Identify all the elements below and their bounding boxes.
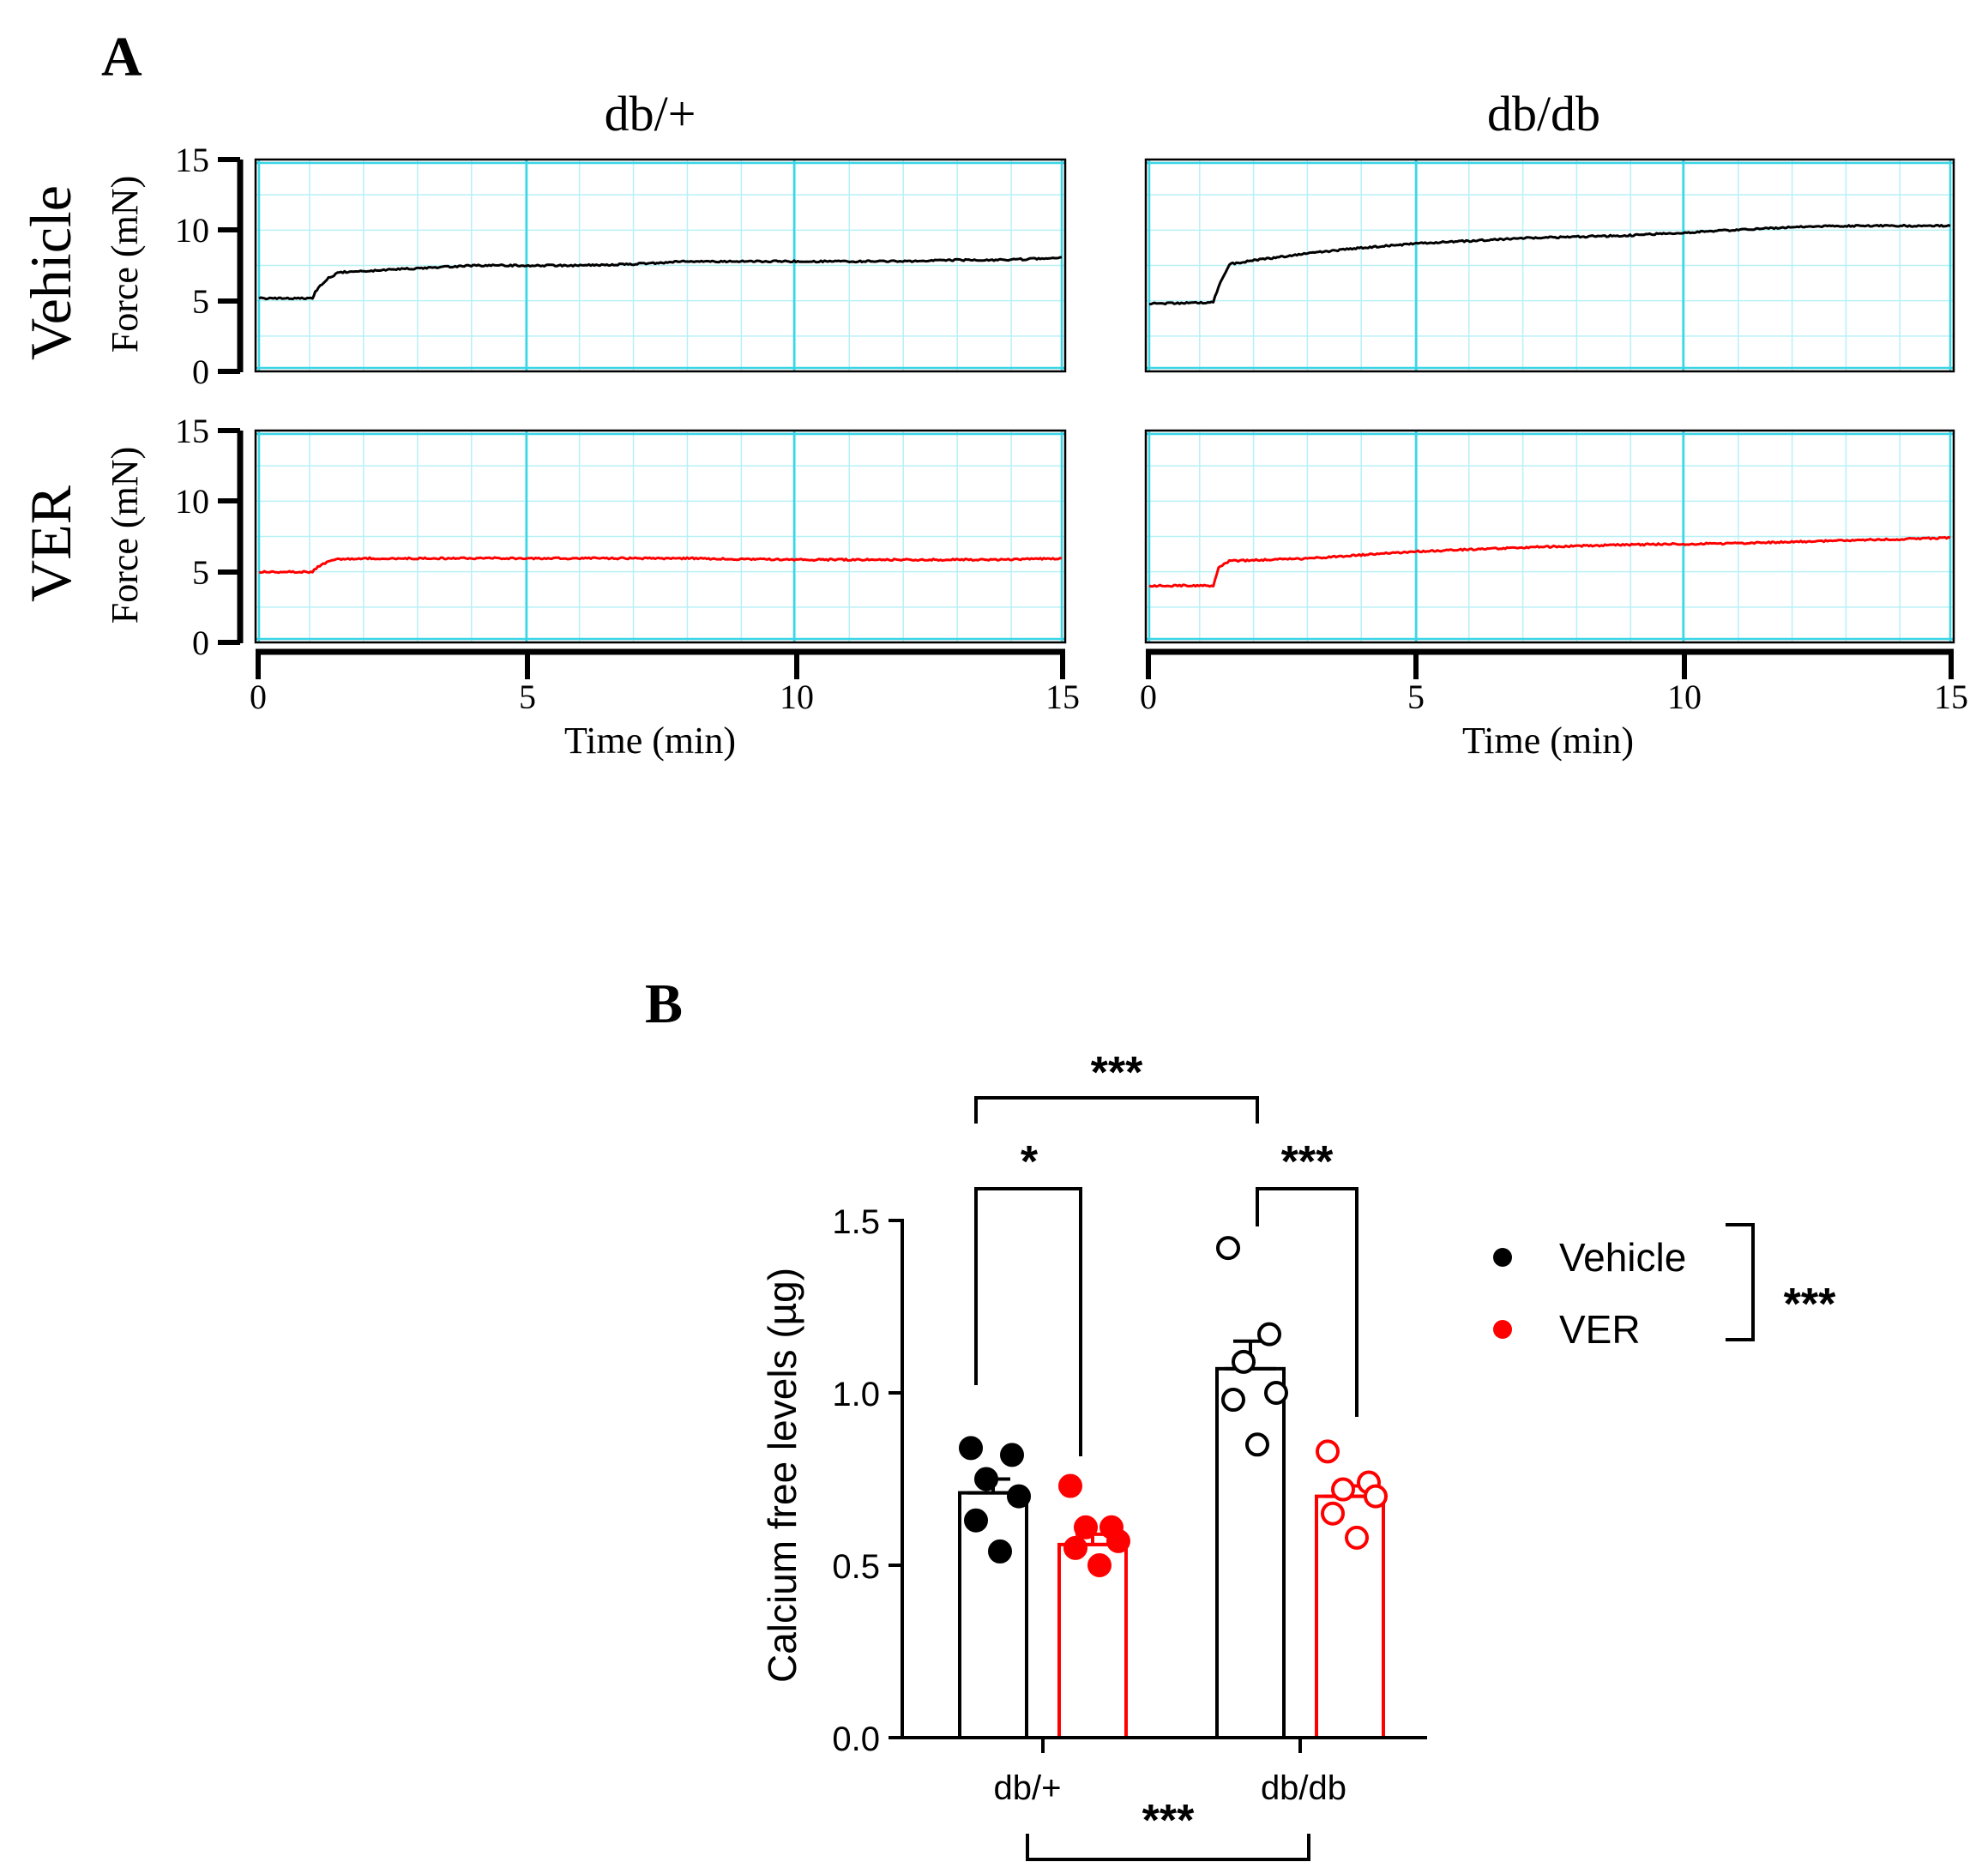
data-point: [988, 1539, 1012, 1564]
y-tick-0: 0: [192, 624, 209, 662]
y-tick-0.0: 0.0: [832, 1720, 880, 1758]
data-point: [1216, 1236, 1240, 1261]
sig-label: ***: [1281, 1137, 1334, 1187]
x-axis-label-right: Time (min): [1462, 720, 1634, 762]
data-point: [1063, 1535, 1087, 1560]
legend-label-vehicle: Vehicle: [1559, 1235, 1686, 1280]
x-tick-dbdb: db/db: [1261, 1769, 1346, 1807]
bar-group-vehicle: [1215, 1236, 1288, 1739]
x-tick-10: 10: [780, 678, 814, 716]
panel-frame: [254, 429, 1067, 644]
data-point: [1364, 1484, 1388, 1509]
y-tick-15: 15: [175, 412, 209, 450]
column-title-dbplus: db/+: [605, 86, 696, 142]
y-tick-0: 0: [192, 353, 209, 391]
y-tick-1.0: 1.0: [832, 1376, 880, 1413]
sig-label: *: [1021, 1137, 1039, 1187]
data-point: [1264, 1381, 1288, 1405]
x-tick-dbplus: db/+: [994, 1769, 1062, 1807]
legend: Vehicle VER ***: [1493, 1223, 1836, 1352]
data-point: [1316, 1439, 1340, 1464]
sig-bracket-bottom: ***: [1026, 1796, 1310, 1861]
legend-marker-ver: [1493, 1320, 1512, 1339]
data-point: [1232, 1349, 1256, 1374]
data-point: [1321, 1501, 1345, 1526]
row-label-vehicle: Vehicle: [18, 185, 83, 360]
trace-panel: [1144, 429, 1955, 644]
trace-panel: [254, 158, 1067, 373]
panel-frame: [1144, 158, 1955, 373]
data-point: [1106, 1528, 1130, 1553]
bar-group-ver: [1057, 1473, 1130, 1739]
y-axis-label-calcium: Calcium free levels (µg): [760, 1268, 804, 1683]
data-point: [1257, 1322, 1281, 1347]
x-axis-b: db/+ db/db: [901, 1736, 1427, 1807]
y-tick-10: 10: [175, 482, 209, 521]
bar-chart-b: [958, 1236, 1388, 1739]
force-trace-vehicle: [1148, 223, 1951, 306]
panel-frame: [254, 158, 1067, 373]
sig-bracket-dbplus: *: [974, 1137, 1082, 1456]
bar-vehicle: [958, 1491, 1028, 1739]
y-tick-1.5: 1.5: [832, 1203, 880, 1241]
y-axis-vehicle: 15 10 5 0: [175, 141, 244, 391]
legend-marker-vehicle: [1493, 1248, 1512, 1267]
data-point: [964, 1508, 988, 1533]
y-tick-5: 5: [192, 553, 209, 592]
y-tick-5: 5: [192, 282, 209, 321]
panel-frame: [1144, 429, 1955, 644]
y-axis-label-ver: Force (mN): [104, 447, 146, 624]
y-axis-ver: 15 10 5 0: [175, 412, 244, 662]
data-point: [1000, 1443, 1024, 1467]
bar-group-ver: [1315, 1439, 1388, 1739]
data-point: [974, 1467, 998, 1491]
panel-a-label: A: [101, 26, 142, 88]
x-tick-5: 5: [519, 678, 536, 716]
force-trace-vehicle: [258, 256, 1063, 301]
row-label-ver: VER: [18, 485, 83, 602]
bar-group-vehicle: [958, 1436, 1031, 1739]
column-title-dbdb: db/db: [1487, 86, 1600, 142]
y-axis-b: 1.5 1.0 0.5 0.0: [832, 1203, 904, 1758]
x-axis-right: 0 5 10 15 Time (min): [1140, 648, 1968, 762]
x-tick-5: 5: [1407, 678, 1425, 716]
data-point: [1331, 1477, 1355, 1502]
data-point: [1245, 1432, 1269, 1457]
data-point: [1007, 1484, 1031, 1509]
data-point: [1345, 1525, 1369, 1550]
trace-panel: [1144, 158, 1955, 373]
data-point: [959, 1436, 983, 1461]
data-point: [1058, 1473, 1082, 1498]
y-tick-0.5: 0.5: [832, 1548, 880, 1586]
y-tick-10: 10: [175, 211, 209, 250]
x-tick-0: 0: [1140, 678, 1157, 716]
x-tick-15: 15: [1045, 678, 1080, 716]
sig-bracket-top: ***: [974, 1048, 1259, 1124]
data-point: [1087, 1553, 1111, 1577]
x-axis-left: 0 5 10 15 Time (min): [250, 648, 1080, 762]
trace-panels: [254, 158, 1955, 644]
x-tick-0: 0: [250, 678, 267, 716]
x-tick-15: 15: [1934, 678, 1968, 716]
legend-sig-label: ***: [1784, 1280, 1836, 1329]
y-tick-15: 15: [175, 141, 209, 179]
force-trace-ver: [258, 556, 1063, 575]
y-axis-label-vehicle: Force (mN): [104, 176, 146, 353]
legend-label-ver: VER: [1559, 1307, 1641, 1352]
x-tick-10: 10: [1667, 678, 1702, 716]
force-trace-ver: [1148, 535, 1951, 588]
sig-label: ***: [1091, 1048, 1143, 1098]
bar-vehicle: [1215, 1366, 1286, 1739]
sig-label: ***: [1142, 1796, 1195, 1846]
legend-bracket: [1726, 1223, 1755, 1341]
x-axis-label-left: Time (min): [564, 720, 736, 762]
trace-panel: [254, 429, 1067, 644]
sig-bracket-dbdb: ***: [1256, 1137, 1358, 1417]
data-point: [1221, 1388, 1245, 1413]
panel-b-label: B: [645, 973, 683, 1035]
data-point: [1074, 1515, 1098, 1540]
